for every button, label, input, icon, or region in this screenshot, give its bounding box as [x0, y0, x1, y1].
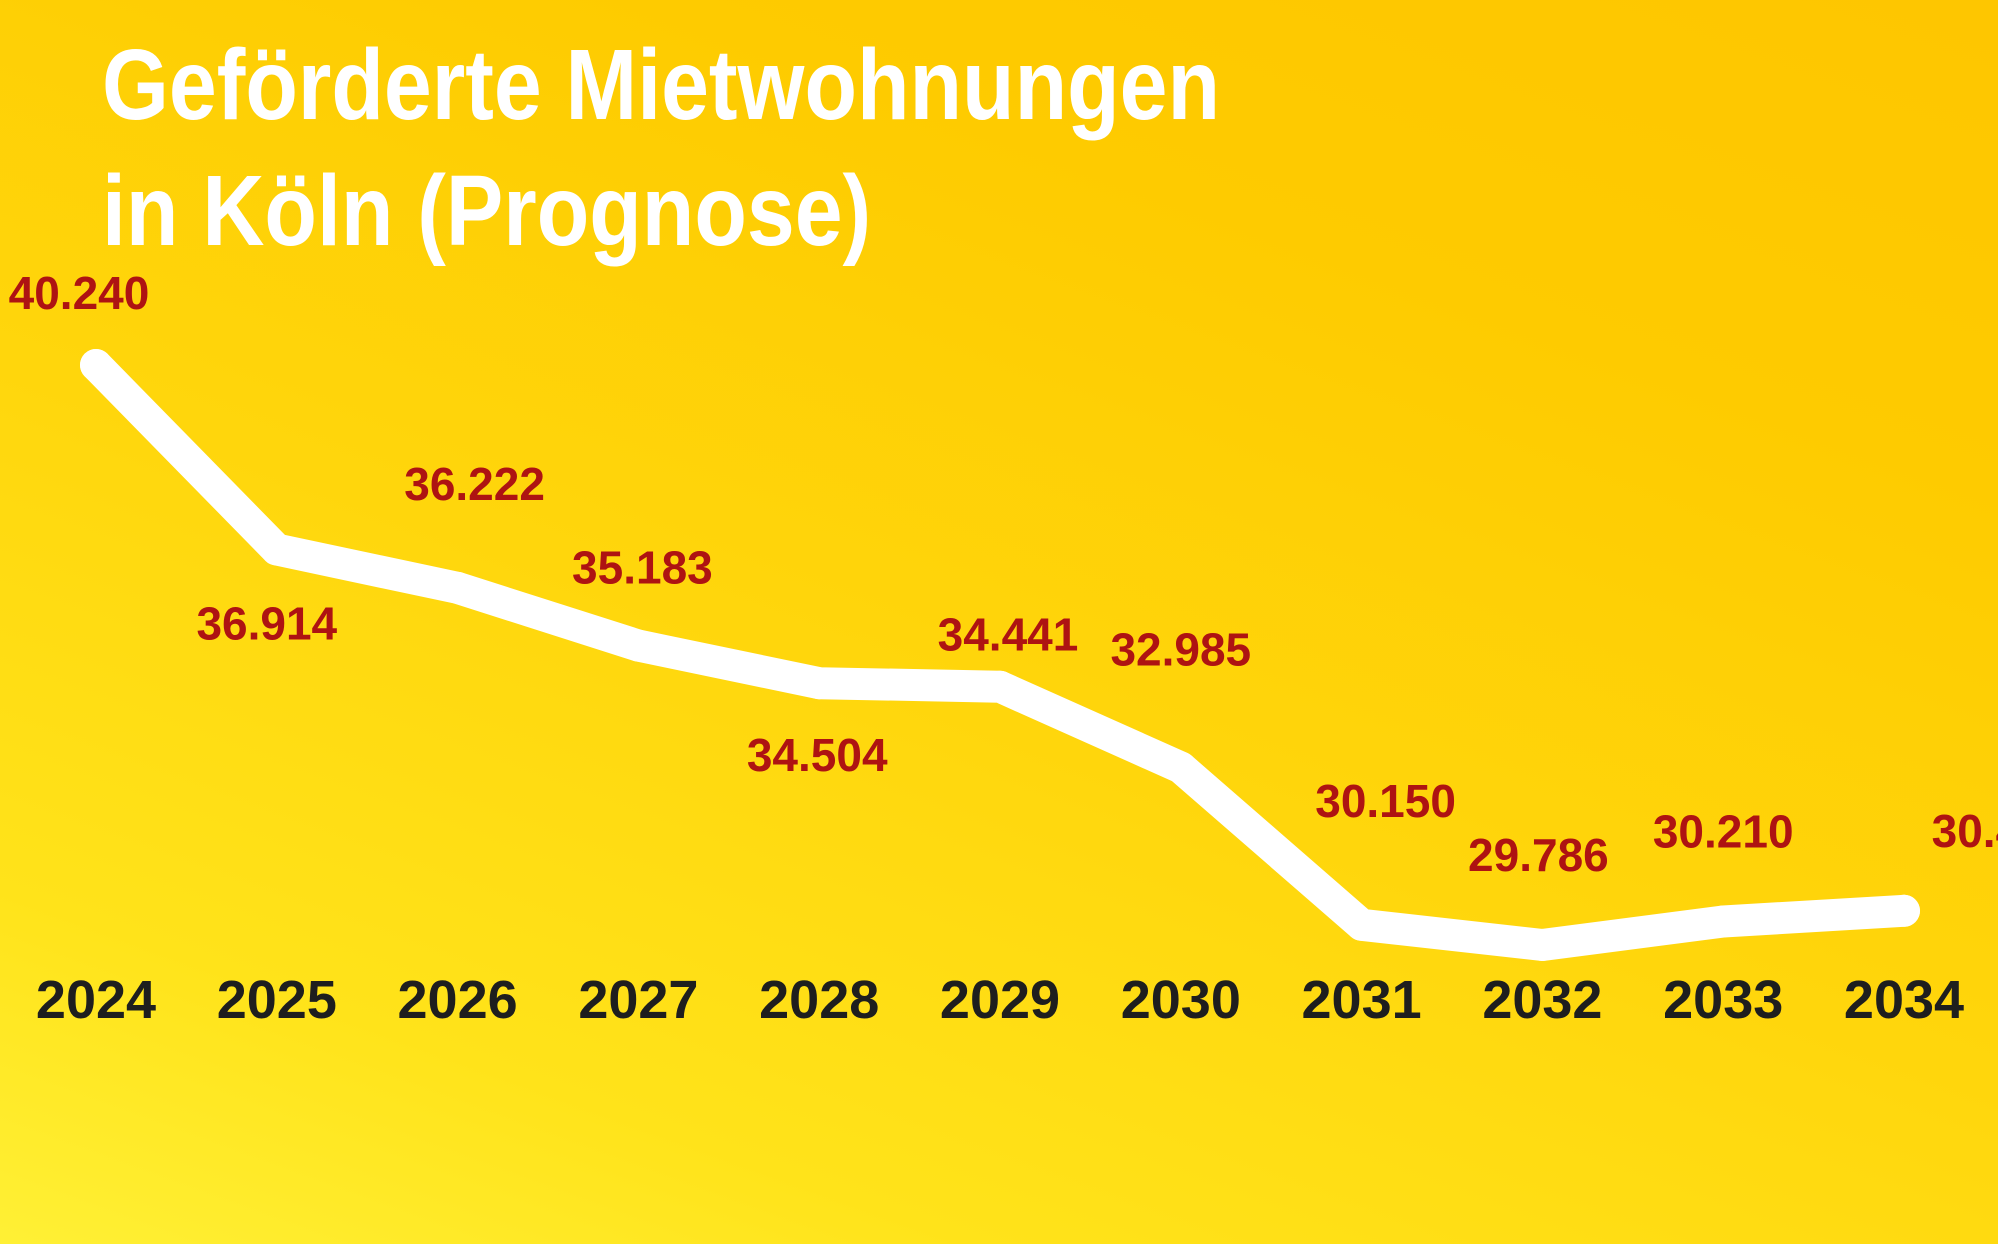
chart-title: Geförderte Mietwohnungen in Köln (Progno… [102, 22, 1220, 274]
value-label-2030: 32.985 [1110, 624, 1251, 676]
value-label-2029: 34.441 [938, 609, 1079, 661]
data-point-2030 [1164, 751, 1197, 784]
x-tick-label-2033: 2033 [1663, 970, 1783, 1030]
data-point-2024 [80, 349, 112, 381]
value-label-2025: 36.914 [196, 598, 337, 650]
series-line-layer [80, 349, 1920, 961]
data-point-2031 [1345, 908, 1378, 941]
x-tick-label-2027: 2027 [578, 970, 698, 1030]
x-tick-label-2024: 2024 [36, 970, 156, 1030]
data-point-2033 [1707, 905, 1740, 938]
x-axis-tick-labels: 2024 2025 2026 2027 2028 2029 2030 2031 2032 2033… [36, 970, 1964, 1030]
right-edge-strip [1998, 0, 2000, 1244]
value-label-2034: 30.402 [1932, 805, 1998, 857]
x-tick-label-2029: 2029 [940, 970, 1060, 1030]
x-tick-label-2031: 2031 [1302, 970, 1422, 1030]
chart-title-line-1: Geförderte Mietwohnungen [102, 29, 1220, 141]
value-label-2028: 34.504 [747, 729, 888, 781]
x-tick-label-2028: 2028 [759, 970, 879, 1030]
data-point-2026 [441, 571, 474, 604]
value-label-2031: 30.150 [1315, 775, 1456, 827]
data-point-2032 [1526, 929, 1559, 961]
chart-title-line-2: in Köln (Prognose) [102, 155, 872, 267]
data-point-2034 [1888, 894, 1920, 927]
x-tick-label-2026: 2026 [398, 970, 518, 1030]
value-label-2027: 35.183 [572, 542, 713, 594]
value-label-2024: 40.240 [9, 267, 150, 319]
value-labels: 40.240 36.914 36.222 35.183 34.504 34.441 32.9… [9, 267, 1998, 881]
data-point-2027 [622, 629, 655, 662]
x-tick-label-2030: 2030 [1121, 970, 1241, 1030]
value-label-2026: 36.222 [404, 458, 545, 510]
value-label-2033: 30.210 [1653, 806, 1794, 858]
x-tick-label-2032: 2032 [1482, 970, 1602, 1030]
data-point-2028 [803, 667, 836, 700]
data-point-2029 [984, 670, 1016, 703]
data-point-2025 [260, 533, 293, 566]
x-tick-label-2034: 2034 [1844, 970, 1964, 1030]
x-tick-label-2025: 2025 [217, 970, 337, 1030]
value-label-2032: 29.786 [1468, 829, 1609, 881]
